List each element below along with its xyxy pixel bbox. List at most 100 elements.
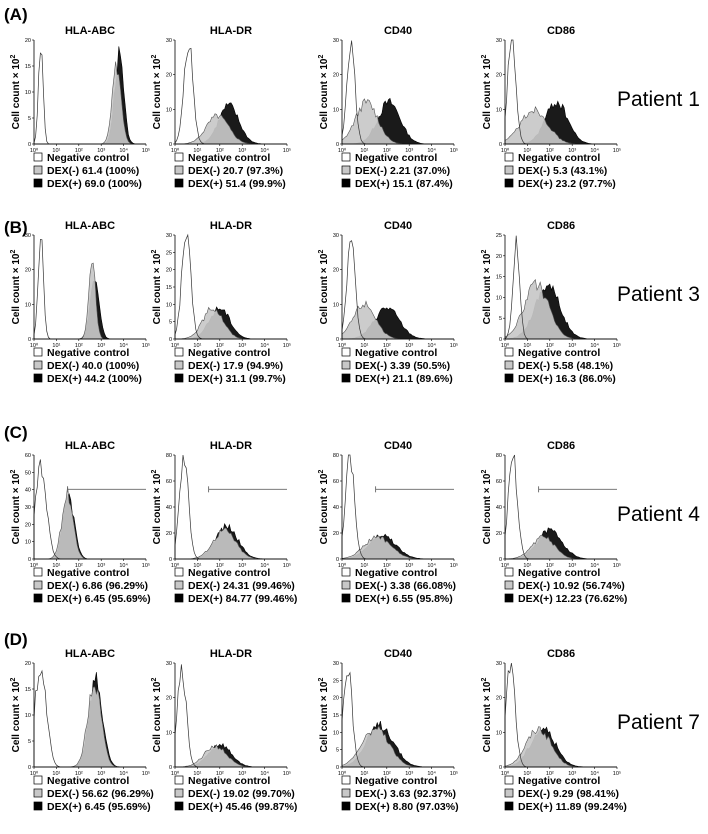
legend-negative-control-swatch (33, 152, 43, 162)
y-tick-label: 10 (166, 302, 172, 308)
legend-negative-control-swatch (504, 152, 514, 162)
x-tick-label: 10⁵ (283, 562, 291, 569)
legend-negative-control-swatch (504, 347, 514, 357)
legend-negative-control: Negative control (518, 152, 600, 164)
y-tick-label: 15 (496, 275, 502, 281)
x-tick-label: 10⁵ (613, 147, 621, 154)
x-tick-label: 10⁵ (450, 342, 458, 349)
dex-plus-histogram (34, 46, 146, 145)
y-axis-label: Cell count × 102 (151, 470, 163, 545)
x-tick-label: 10² (383, 343, 391, 349)
legend-negative-control-swatch (174, 567, 184, 577)
legend-negative-control-swatch (341, 775, 351, 785)
y-tick-label: 60 (496, 479, 502, 485)
y-axis-label-exponent: 2 (151, 250, 158, 254)
legend-dex-plus-swatch (33, 178, 43, 188)
legend-dex-minus: DEX(-) 3.38 (66.08%) (355, 580, 456, 592)
x-tick-label: 10³ (97, 563, 105, 569)
legend-dex-plus-swatch (341, 178, 351, 188)
x-tick-label: 10⁵ (450, 770, 458, 777)
x-tick-label: 10⁴ (427, 342, 436, 349)
x-tick-label: 10⁴ (590, 147, 599, 154)
plot-title: CD40 (384, 220, 412, 232)
y-tick-label: 40 (333, 505, 339, 511)
x-tick-label: 10² (546, 148, 554, 154)
legend-negative-control: Negative control (518, 567, 600, 579)
x-tick-label: 10¹ (360, 771, 368, 777)
plot-title: CD86 (547, 25, 575, 37)
x-tick-label: 10⁵ (450, 147, 458, 154)
dex-minus-histogram (34, 262, 146, 340)
legend-dex-plus-swatch (33, 593, 43, 603)
y-axis-label-text: Cell count × 10 (152, 681, 163, 752)
x-tick-label: 10³ (568, 343, 576, 349)
y-tick-label: 10 (496, 107, 502, 113)
y-axis-label: Cell count × 102 (10, 55, 22, 130)
x-tick-label: 10² (383, 563, 391, 569)
y-tick-label: 20 (25, 522, 31, 528)
y-axis-label-text: Cell count × 10 (319, 681, 330, 752)
legend-dex-minus-swatch (33, 580, 43, 590)
y-tick-label: 0 (169, 557, 172, 563)
y-tick-label: 30 (166, 38, 172, 44)
y-axis-label-exponent: 2 (318, 250, 325, 254)
x-tick-label: 10¹ (193, 343, 201, 349)
plot-title: HLA-DR (210, 220, 252, 232)
y-axis-label-text: Cell count × 10 (482, 681, 493, 752)
y-tick-label: 5 (28, 739, 31, 745)
y-tick-label: 0 (336, 337, 339, 343)
legend-negative-control-swatch (33, 347, 43, 357)
x-tick-label: 10⁰ (338, 562, 347, 569)
y-tick-label: 30 (166, 233, 172, 239)
x-tick-label: 10² (383, 148, 391, 154)
x-tick-label: 10² (546, 771, 554, 777)
legend-dex-minus: DEX(-) 17.9 (94.9%) (188, 360, 283, 372)
y-tick-label: 80 (166, 453, 172, 459)
y-axis-label-text: Cell count × 10 (11, 58, 22, 129)
x-tick-label: 10³ (238, 563, 246, 569)
legend-dex-plus-swatch (504, 178, 514, 188)
y-axis-label: Cell count × 102 (481, 678, 493, 753)
x-tick-label: 10⁴ (590, 562, 599, 569)
x-tick-label: 10³ (568, 148, 576, 154)
y-tick-label: 30 (25, 233, 31, 239)
legend-negative-control: Negative control (47, 775, 129, 787)
y-tick-label: 20 (25, 661, 31, 667)
legend-dex-minus: DEX(-) 40.0 (100%) (47, 360, 139, 372)
x-tick-label: 10² (216, 343, 224, 349)
x-tick-label: 10⁰ (171, 147, 180, 154)
y-axis-label-exponent: 2 (481, 678, 488, 682)
x-tick-label: 10⁵ (450, 562, 458, 569)
y-tick-label: 0 (499, 557, 502, 563)
y-tick-label: 10 (496, 295, 502, 301)
y-tick-label: 0 (336, 142, 339, 148)
negative-control-histogram (33, 459, 146, 560)
legend-dex-plus: DEX(+) 51.4 (99.9%) (188, 178, 286, 190)
legend-dex-plus: DEX(+) 11.89 (99.24%) (518, 801, 627, 813)
legend-negative-control: Negative control (188, 152, 270, 164)
y-axis-label-exponent: 2 (10, 250, 17, 254)
y-tick-label: 40 (25, 488, 31, 494)
legend-negative-control-swatch (341, 347, 351, 357)
y-axis-label: Cell count × 102 (318, 55, 330, 130)
y-tick-label: 80 (333, 453, 339, 459)
x-tick-label: 10⁰ (30, 562, 39, 569)
plot-title: HLA-DR (210, 648, 252, 660)
x-tick-label: 10⁴ (119, 562, 128, 569)
legend-dex-plus: DEX(+) 23.2 (97.7%) (518, 178, 616, 190)
y-tick-label: 10 (333, 107, 339, 113)
legend-negative-control: Negative control (355, 567, 437, 579)
y-axis-label: Cell count × 102 (481, 55, 493, 130)
x-tick-label: 10⁰ (501, 342, 510, 349)
legend-negative-control-swatch (33, 567, 43, 577)
panel-label: (B) (4, 218, 28, 237)
y-tick-label: 20 (333, 73, 339, 79)
plot-title: HLA-ABC (65, 25, 115, 37)
